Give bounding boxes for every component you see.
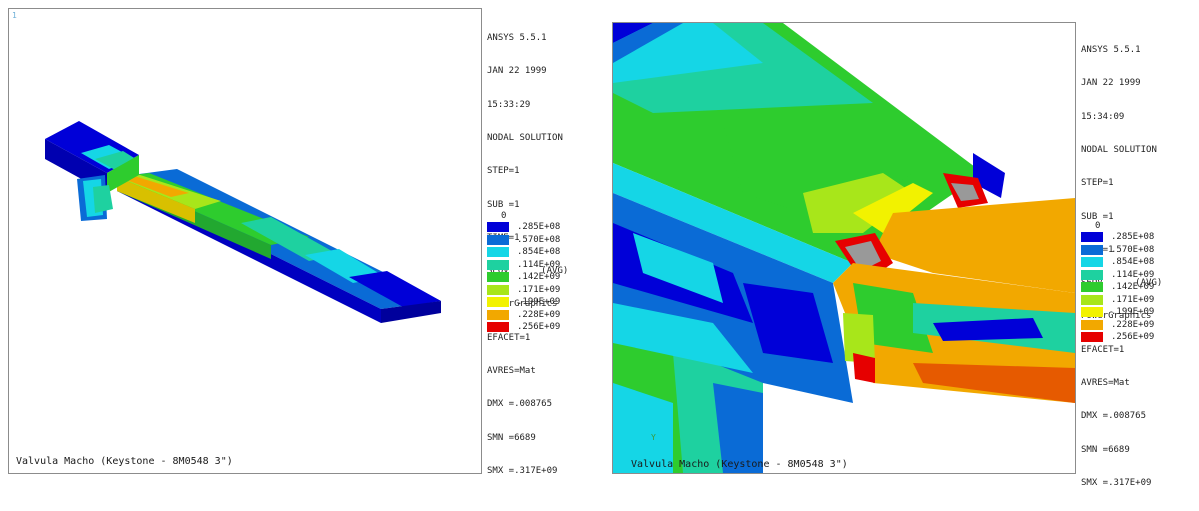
- info-line: STEP=1: [1081, 178, 1162, 189]
- legend-row: .114E+09: [487, 259, 560, 272]
- legend-row: .142E+09: [487, 271, 560, 284]
- legend-row: .256E+09: [487, 321, 560, 334]
- legend-row: .570E+08: [1081, 244, 1154, 257]
- legend-swatch: [487, 285, 509, 295]
- legend-swatch: [1081, 257, 1103, 267]
- right-plot-viewport[interactable]: Y Valvula Macho (Keystone - 8M0548 3"): [612, 22, 1076, 474]
- legend-swatch: [487, 247, 509, 257]
- legend-row: .854E+08: [1081, 256, 1154, 269]
- legend-row: .142E+09: [1081, 281, 1154, 294]
- legend-swatch: [1081, 245, 1103, 255]
- info-line: 15:34:09: [1081, 112, 1162, 123]
- legend-value: .228E+09: [517, 310, 560, 320]
- legend-value: .142E+09: [517, 272, 560, 282]
- info-line: DMX =.008765: [1081, 411, 1162, 422]
- left-result-window: 1 Valvula Macho (Keyston: [0, 0, 604, 474]
- legend-row: .199E+09: [487, 296, 560, 309]
- legend-row: .854E+08: [487, 246, 560, 259]
- legend-value: .256E+09: [1111, 332, 1154, 342]
- legend-swatch: [487, 222, 509, 232]
- legend-min-label: 0: [487, 211, 560, 221]
- legend-swatch: [1081, 232, 1103, 242]
- info-line: 15:33:29: [487, 100, 568, 111]
- legend-row: .570E+08: [487, 234, 560, 247]
- legend-value: .228E+09: [1111, 320, 1154, 330]
- legend-value: .570E+08: [1111, 245, 1154, 255]
- legend-row: .114E+09: [1081, 269, 1154, 282]
- legend-swatch: [1081, 332, 1103, 342]
- legend-row: .228E+09: [1081, 319, 1154, 332]
- info-line: AVRES=Mat: [1081, 378, 1162, 389]
- legend-value: .256E+09: [517, 322, 560, 332]
- contour-legend: 0 .285E+08 .570E+08 .854E+08 .114E+09 .1…: [487, 211, 560, 334]
- legend-swatch: [1081, 282, 1103, 292]
- info-line: SMX =.317E+09: [1081, 478, 1162, 489]
- legend-value: .285E+08: [1111, 232, 1154, 242]
- legend-value: .854E+08: [1111, 257, 1154, 267]
- model-caption: Valvula Macho (Keystone - 8M0548 3"): [631, 459, 848, 470]
- info-line: SMX =.317E+09: [487, 466, 568, 477]
- legend-row: .256E+09: [1081, 331, 1154, 344]
- legend-swatch: [487, 322, 509, 332]
- legend-value: .285E+08: [517, 222, 560, 232]
- model-caption: Valvula Macho (Keystone - 8M0548 3"): [16, 456, 233, 467]
- info-line: SMN =6689: [1081, 445, 1162, 456]
- legend-value: .114E+09: [1111, 270, 1154, 280]
- info-line: ANSYS 5.5.1: [487, 33, 568, 44]
- legend-value: .854E+08: [517, 247, 560, 257]
- legend-value: .171E+09: [1111, 295, 1154, 305]
- y-axis-triad-label: Y: [651, 433, 656, 442]
- valve-model-overview: [9, 9, 481, 473]
- legend-value: .142E+09: [1111, 282, 1154, 292]
- info-line: JAN 22 1999: [1081, 78, 1162, 89]
- legend-swatch: [487, 297, 509, 307]
- legend-swatch: [487, 310, 509, 320]
- info-line: NODAL SOLUTION: [1081, 145, 1162, 156]
- legend-value: .114E+09: [517, 260, 560, 270]
- left-plot-viewport[interactable]: 1: [8, 8, 482, 474]
- legend-row: .228E+09: [487, 309, 560, 322]
- valve-model-zoom: [613, 23, 1075, 473]
- info-line: SMN =6689: [487, 433, 568, 444]
- info-line: JAN 22 1999: [487, 66, 568, 77]
- legend-row: .171E+09: [1081, 294, 1154, 307]
- info-line: DMX =.008765: [487, 399, 568, 410]
- legend-value: .199E+09: [517, 297, 560, 307]
- legend-value: .171E+09: [517, 285, 560, 295]
- info-line: ANSYS 5.5.1: [1081, 45, 1162, 56]
- right-result-window: Y Valvula Macho (Keystone - 8M0548 3") A…: [604, 0, 1199, 474]
- legend-row: .199E+09: [1081, 306, 1154, 319]
- contour-legend: 0 .285E+08 .570E+08 .854E+08 .114E+09 .1…: [1081, 221, 1154, 344]
- legend-row: .285E+08: [487, 221, 560, 234]
- legend-swatch: [1081, 320, 1103, 330]
- legend-row: .285E+08: [1081, 231, 1154, 244]
- info-line: NODAL SOLUTION: [487, 133, 568, 144]
- legend-swatch: [487, 260, 509, 270]
- info-line: STEP=1: [487, 166, 568, 177]
- legend-row: .171E+09: [487, 284, 560, 297]
- legend-swatch: [1081, 307, 1103, 317]
- info-line: EFACET=1: [1081, 345, 1162, 356]
- legend-swatch: [1081, 295, 1103, 305]
- legend-swatch: [487, 272, 509, 282]
- legend-value: .199E+09: [1111, 307, 1154, 317]
- info-line: EFACET=1: [487, 333, 568, 344]
- info-line: AVRES=Mat: [487, 366, 568, 377]
- legend-swatch: [1081, 270, 1103, 280]
- info-line: SUB =1: [487, 200, 568, 211]
- legend-min-label: 0: [1081, 221, 1154, 231]
- legend-swatch: [487, 235, 509, 245]
- legend-value: .570E+08: [517, 235, 560, 245]
